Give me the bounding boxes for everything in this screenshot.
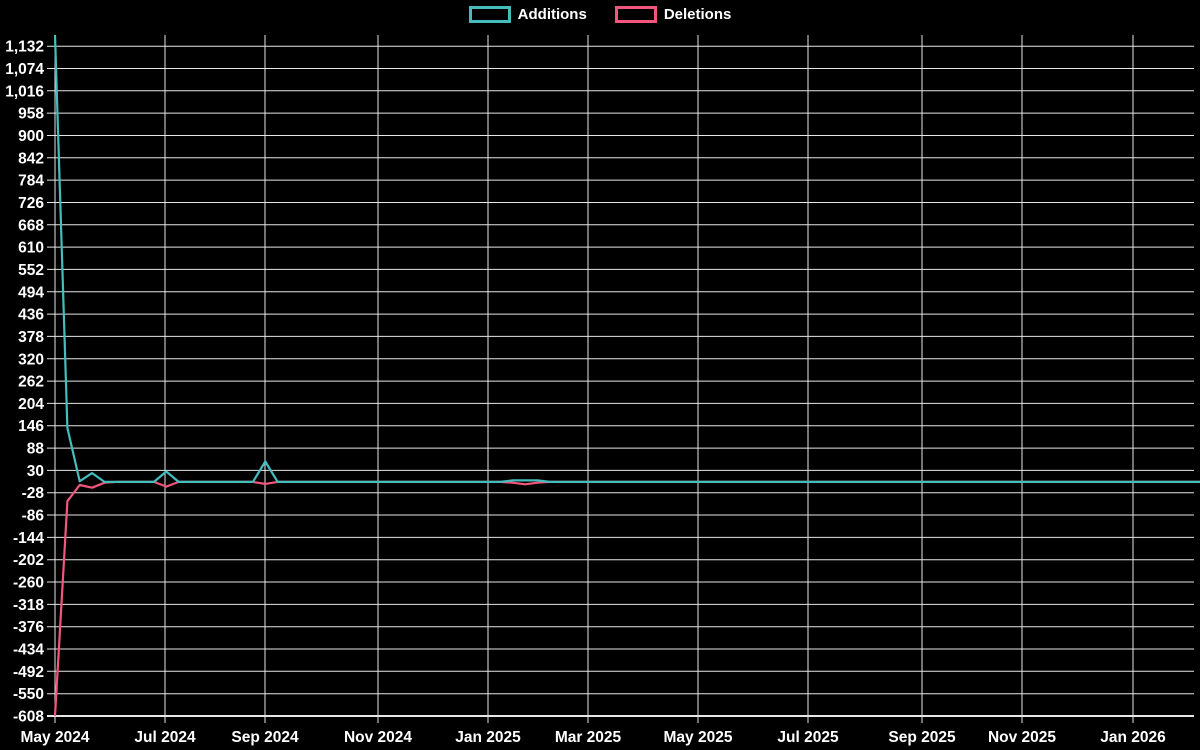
- y-tick-label: 784: [18, 173, 44, 190]
- additions-line: [53, 34, 1200, 483]
- legend-item-deletions[interactable]: Deletions: [614, 6, 732, 23]
- legend-label-additions: Additions: [517, 6, 587, 23]
- y-tick-label: -260: [13, 575, 44, 592]
- y-tick-label: -86: [22, 508, 45, 525]
- x-tick-label: Jan 2025: [455, 729, 521, 746]
- y-tick-label: 958: [18, 106, 44, 123]
- x-tick-label: Jul 2024: [134, 729, 196, 746]
- y-tick-label: -28: [22, 485, 45, 502]
- x-tick-label: Sep 2025: [888, 729, 956, 746]
- y-tick-label: 436: [18, 307, 44, 324]
- y-tick-label: 320: [18, 351, 44, 368]
- y-tick-label: 378: [18, 329, 44, 346]
- y-tick-label: -318: [13, 597, 44, 614]
- y-tick-label: 726: [18, 195, 44, 212]
- y-tick-label: -376: [13, 619, 44, 636]
- y-tick-label: 900: [18, 128, 44, 145]
- deletions-swatch-icon: [614, 6, 657, 23]
- y-tick-label: -434: [13, 642, 44, 659]
- deletions-line: [53, 480, 1200, 717]
- x-tick-label: Jul 2025: [777, 729, 839, 746]
- y-tick-label: 552: [18, 262, 44, 279]
- y-tick-label: 842: [18, 150, 44, 167]
- x-tick-label: May 2024: [21, 729, 90, 746]
- y-tick-label: -550: [13, 686, 44, 703]
- y-tick-label: 88: [27, 441, 45, 458]
- additions-swatch-icon: [468, 6, 511, 23]
- x-tick-label: Nov 2025: [988, 729, 1056, 746]
- x-tick-label: Mar 2025: [555, 729, 622, 746]
- y-tick-label: 1,074: [5, 61, 44, 78]
- y-tick-label: -608: [13, 709, 44, 726]
- legend-label-deletions: Deletions: [663, 6, 732, 23]
- y-tick-label: -492: [13, 664, 44, 681]
- y-tick-label: 610: [18, 240, 44, 257]
- y-tick-label: 494: [18, 284, 44, 301]
- y-tick-label: 262: [18, 374, 44, 391]
- x-tick-label: Nov 2024: [344, 729, 412, 746]
- legend-item-additions[interactable]: Additions: [468, 6, 587, 23]
- y-tick-label: 146: [18, 418, 44, 435]
- y-tick-label: 30: [27, 463, 44, 480]
- y-tick-label: 1,016: [5, 83, 44, 100]
- y-tick-label: 204: [18, 396, 44, 413]
- chart-legend: Additions Deletions: [0, 6, 1200, 23]
- x-tick-label: Jan 2026: [1100, 729, 1166, 746]
- x-tick-label: Sep 2024: [231, 729, 299, 746]
- y-tick-label: -202: [13, 552, 44, 569]
- y-tick-label: 668: [18, 217, 44, 234]
- x-tick-label: May 2025: [664, 729, 733, 746]
- y-tick-label: -144: [13, 530, 44, 547]
- y-tick-label: 1,132: [5, 39, 44, 56]
